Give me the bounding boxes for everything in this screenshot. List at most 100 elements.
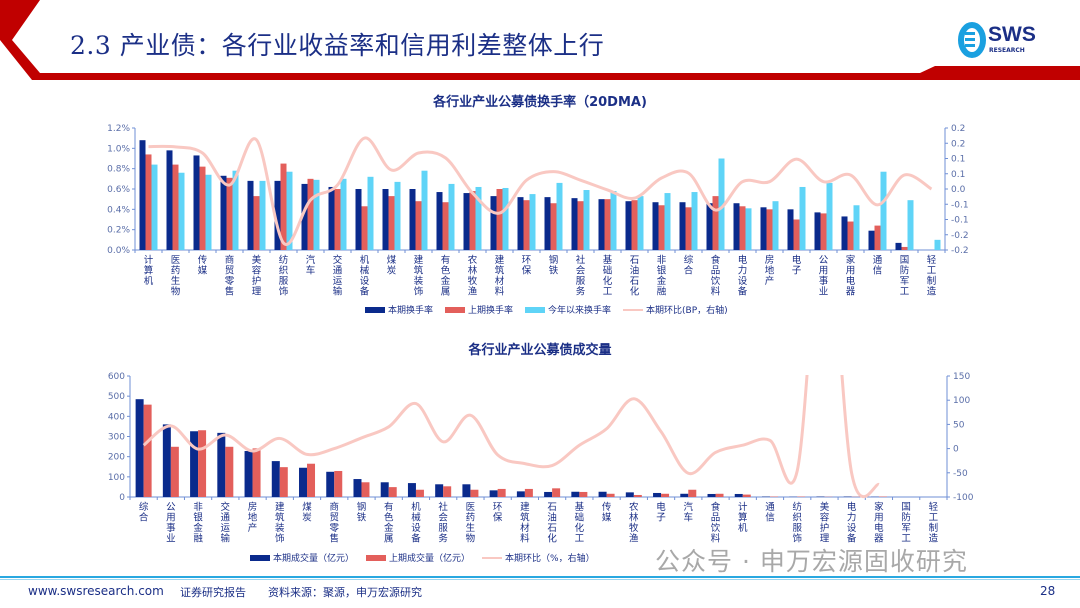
bar-previous — [874, 225, 881, 250]
category-label: 社会服务 — [576, 254, 586, 298]
bar-previous — [688, 489, 697, 497]
category-label: 电子 — [792, 254, 802, 277]
bar-current — [679, 202, 686, 250]
bar-previous — [496, 189, 503, 250]
bar-previous — [442, 202, 449, 250]
bar-previous — [307, 463, 316, 497]
bar-previous — [793, 219, 800, 250]
bar-previous — [172, 164, 179, 250]
left-tick-label: 0.8% — [107, 165, 130, 175]
bar-current — [680, 493, 689, 497]
category-label: 综合 — [139, 501, 149, 524]
left-tick-label: 200 — [108, 453, 125, 463]
bar-current — [895, 242, 902, 250]
bar-current — [734, 493, 743, 497]
right-tick-label: 100 — [953, 396, 970, 406]
category-label: 非银金融 — [657, 254, 667, 298]
bar-current — [139, 140, 146, 250]
bar-ytd — [934, 239, 941, 250]
right-tick-label: 0.1 — [951, 155, 965, 165]
bar-ytd — [394, 181, 401, 250]
bar-previous — [252, 448, 261, 497]
category-label: 房地产 — [248, 501, 258, 534]
bar-previous — [604, 199, 611, 250]
bar-current — [193, 155, 200, 250]
category-label: 轻工制造 — [929, 501, 939, 545]
bar-previous — [820, 213, 827, 250]
bar-current — [301, 183, 308, 250]
category-label: 汽车 — [306, 254, 316, 277]
right-tick-label: 0.1 — [951, 170, 965, 180]
category-label: 商贸零售 — [329, 501, 339, 545]
bar-ytd — [448, 183, 455, 250]
right-tick-label: 0.0 — [951, 185, 966, 195]
legend-item: 本期成交量（亿元） — [250, 551, 354, 564]
watermark: 公众号 · 申万宏源固收研究 — [655, 547, 968, 576]
bar-ytd — [340, 178, 347, 250]
logo-text: SWS — [988, 23, 1036, 46]
bar-previous — [661, 493, 670, 497]
bar-previous — [658, 205, 665, 250]
bar-current — [787, 209, 794, 250]
bar-current — [190, 431, 199, 497]
legend-item: 本期环比（%，右轴） — [482, 551, 595, 564]
category-label: 计算机 — [738, 501, 748, 534]
bar-current — [760, 207, 767, 250]
right-tick-label: 150 — [953, 372, 970, 382]
bar-ytd — [178, 172, 185, 250]
legend-label: 本期换手率 — [388, 306, 434, 316]
bar-current — [244, 451, 253, 497]
category-label: 钢铁 — [549, 254, 559, 277]
bar-previous — [633, 494, 642, 497]
bar-ytd — [745, 208, 752, 250]
bar-current — [490, 196, 497, 250]
bar-previous — [415, 489, 424, 497]
category-label: 环保 — [522, 255, 532, 277]
left-tick-label: 0 — [119, 493, 125, 503]
bar-previous — [143, 404, 152, 497]
right-tick-label: -0.1 — [951, 216, 969, 226]
left-tick-label: 0.4% — [107, 205, 130, 215]
category-label: 商贸零售 — [225, 254, 235, 298]
bar-current — [353, 479, 362, 497]
bar-ytd — [475, 186, 482, 250]
header-red-band — [920, 66, 1080, 73]
bar-previous — [901, 246, 908, 250]
footer-report-type: 证券研究报告 — [180, 586, 246, 599]
bar-previous — [470, 489, 479, 497]
category-label: 交通运输 — [221, 501, 231, 545]
right-tick-label: -0.2 — [951, 231, 969, 241]
bar-previous — [170, 446, 179, 497]
bar-current — [598, 491, 607, 497]
category-label: 汽车 — [684, 501, 694, 524]
bar-current — [220, 175, 227, 250]
bar-ytd — [799, 186, 806, 250]
bar-ytd — [610, 191, 617, 250]
left-tick-label: 1.2% — [107, 124, 130, 134]
bar-current — [462, 484, 471, 497]
bar-ytd — [691, 192, 698, 250]
category-label: 有色金属 — [441, 254, 451, 298]
bar-previous — [145, 154, 152, 250]
legend-item: 本期换手率 — [365, 303, 433, 316]
legend-label: 上期成交量（亿元） — [389, 554, 471, 564]
category-label: 煤炭 — [387, 254, 397, 277]
bar-current — [271, 461, 280, 497]
chart2-volume: 0 100 200 300 400 500 600 -100 -50 0 50 100 150 综合 公用事… — [108, 372, 974, 545]
left-tick-label: 400 — [108, 412, 125, 422]
bar-previous — [415, 201, 422, 250]
page-title: 2.3 产业债：各行业收益率和信用利差整体上行 — [70, 31, 605, 60]
bar-current — [733, 203, 740, 250]
bar-ytd — [556, 182, 563, 250]
right-tick-label: -0.1 — [951, 200, 969, 210]
bar-ytd — [151, 164, 158, 250]
bar-previous — [606, 493, 615, 497]
category-label: 美容护理 — [252, 254, 262, 298]
category-label: 电力设备 — [738, 254, 748, 298]
logo-subtext: RESEARCH — [989, 47, 1025, 54]
bar-current — [247, 180, 254, 250]
footer-website[interactable]: www.swsresearch.com — [28, 584, 164, 598]
bar-current — [625, 201, 632, 250]
category-label: 美容护理 — [820, 501, 830, 545]
